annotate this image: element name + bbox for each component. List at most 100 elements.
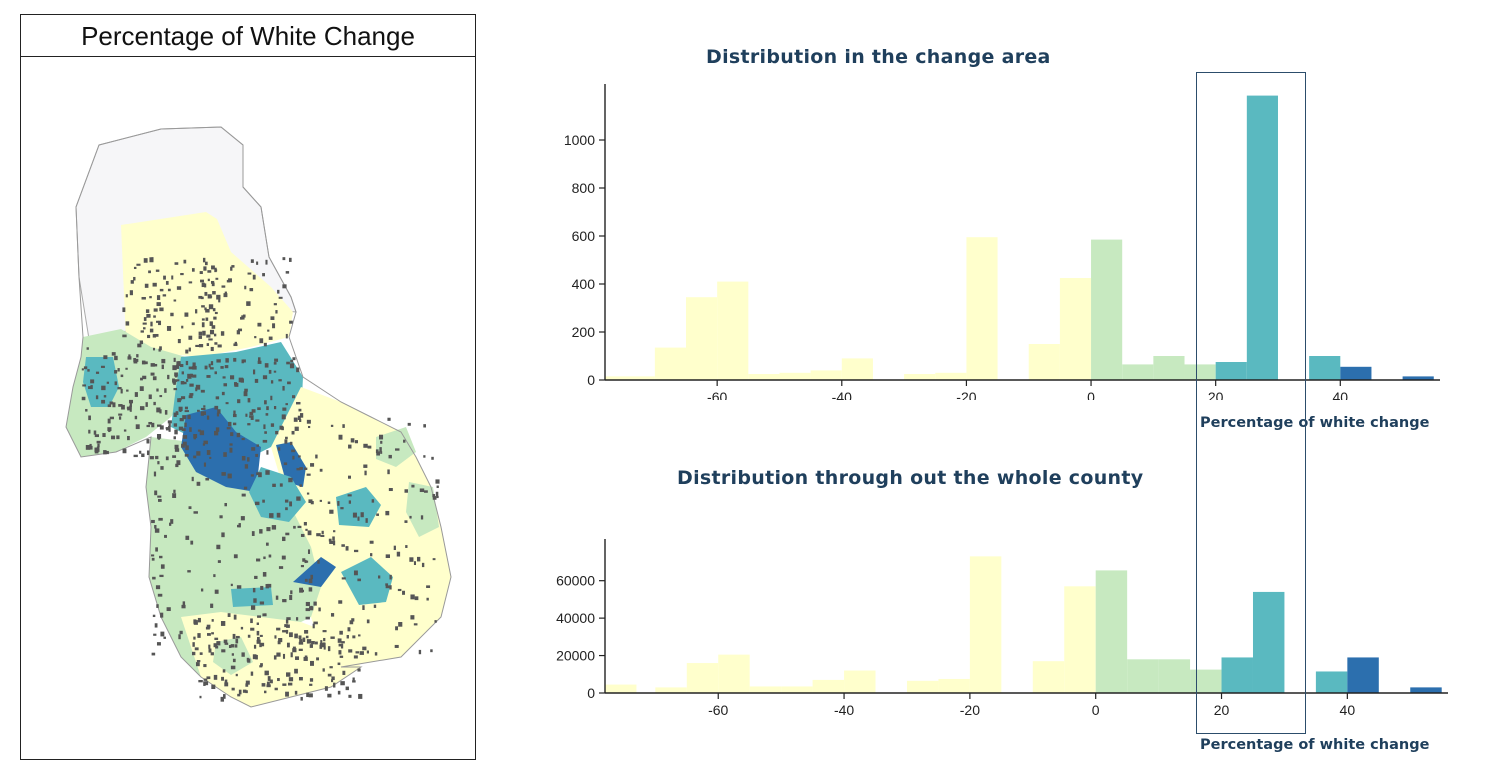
- map-dot: [276, 652, 281, 657]
- map-dot: [337, 638, 342, 643]
- map-dot: [289, 363, 295, 369]
- map-dot: [337, 501, 340, 506]
- map-dot: [228, 645, 232, 649]
- map-dot: [353, 655, 358, 659]
- map-dot: [254, 336, 257, 339]
- map-dot: [257, 615, 262, 618]
- map-dot: [178, 398, 182, 401]
- map-dot: [413, 623, 418, 626]
- map-dot: [256, 558, 261, 562]
- map-dot: [376, 451, 381, 456]
- map-dot: [404, 520, 408, 523]
- map-dot: [85, 444, 91, 450]
- map-dot: [201, 407, 206, 410]
- map-dot: [152, 576, 156, 580]
- map-dot: [123, 429, 127, 432]
- map-dot: [284, 439, 288, 444]
- map-dot: [176, 361, 181, 367]
- map-dot: [193, 620, 198, 625]
- map-dot: [164, 410, 168, 415]
- y-tick-label: 200: [572, 324, 596, 340]
- map-dot: [353, 549, 359, 553]
- histogram-bar: [1402, 376, 1434, 380]
- map-dot: [224, 291, 227, 295]
- map-dot: [267, 329, 270, 332]
- map-dot: [180, 381, 185, 385]
- map-dot: [257, 357, 261, 362]
- map-dot: [200, 389, 205, 393]
- map-dot: [214, 311, 218, 315]
- x-tick-label: -60: [708, 702, 728, 718]
- map-dot: [203, 440, 208, 445]
- map-dot: [407, 422, 411, 426]
- map-dot: [152, 376, 157, 381]
- map-dot: [265, 542, 269, 546]
- map-dot: [338, 434, 343, 440]
- map-dot: [272, 483, 276, 487]
- histogram-bar: [1122, 364, 1154, 380]
- map-dot: [106, 450, 109, 455]
- map-dot: [176, 364, 180, 369]
- map-dot: [122, 448, 127, 454]
- map-dot: [292, 648, 297, 653]
- map-dot: [418, 649, 422, 655]
- map-dot: [282, 407, 287, 411]
- map-dot: [159, 425, 164, 430]
- map-dot: [256, 636, 260, 642]
- x-tick-label: -60: [707, 389, 727, 400]
- map-dot: [149, 456, 154, 460]
- map-dot: [203, 266, 207, 271]
- map-dot: [199, 652, 203, 655]
- histogram-bar: [966, 237, 998, 380]
- map-dot: [330, 636, 335, 639]
- map-dot: [261, 642, 265, 647]
- map-dot: [285, 436, 288, 440]
- map-dot: [205, 477, 210, 481]
- map-dot: [198, 335, 203, 339]
- map-dot: [244, 285, 247, 290]
- map-dot: [206, 343, 210, 347]
- map-dot: [254, 501, 260, 506]
- map-dot: [208, 363, 211, 368]
- map-dot: [198, 679, 203, 683]
- map-dot: [155, 585, 161, 590]
- map-dot: [310, 574, 314, 580]
- map-dot: [126, 406, 130, 410]
- map-dot: [137, 343, 142, 348]
- map-dot: [204, 307, 207, 311]
- map-dot: [205, 317, 209, 321]
- map-dot: [192, 362, 196, 367]
- histogram-bar: [1184, 364, 1216, 380]
- map-dot: [270, 316, 275, 320]
- map-dot: [82, 384, 87, 387]
- map-dot: [172, 365, 177, 371]
- map-dot: [289, 501, 293, 507]
- map-dot: [221, 532, 225, 538]
- map-dot: [259, 634, 263, 637]
- map-dot: [224, 502, 228, 507]
- map-dot: [156, 302, 161, 307]
- histogram-change-area: 0 200 400 600 800 1000 -60 -40 -20 0 20 40: [564, 84, 1440, 400]
- map-dot: [129, 290, 133, 296]
- map-dot: [224, 642, 229, 645]
- map-dot: [143, 317, 147, 321]
- map-dot: [341, 544, 345, 547]
- map-dot: [201, 305, 205, 308]
- map-dot: [307, 549, 311, 554]
- map-dot: [289, 595, 293, 601]
- map-dot: [252, 587, 256, 593]
- map-dot: [287, 682, 293, 686]
- map-dot: [218, 298, 221, 303]
- map-dot: [136, 354, 139, 358]
- map-dot: [362, 605, 365, 610]
- map-dot: [254, 575, 258, 579]
- map-dot: [285, 619, 289, 624]
- map-dot: [210, 280, 215, 284]
- map-dot: [154, 623, 158, 628]
- map-dot: [241, 359, 244, 364]
- map-dot: [233, 614, 237, 620]
- map-dot: [181, 604, 186, 609]
- map-dot: [310, 605, 313, 610]
- map-dot: [298, 408, 302, 412]
- map-dot: [168, 427, 171, 432]
